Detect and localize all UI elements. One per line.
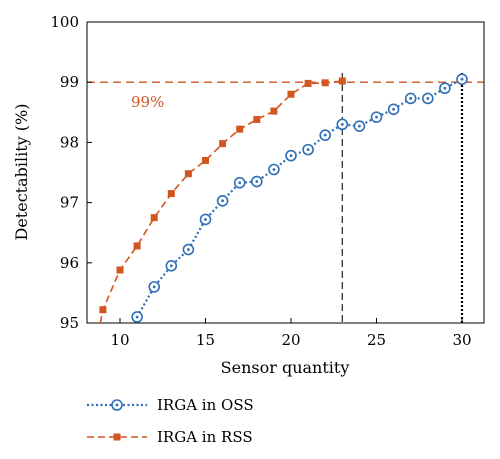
plot-area (86, 21, 485, 324)
legend-marker (113, 433, 121, 441)
x-tick-label: 25 (367, 331, 386, 349)
x-axis-label: Sensor quantity (221, 358, 350, 377)
data-point (404, 92, 417, 105)
series-line (99, 80, 343, 324)
data-point (304, 79, 312, 87)
data-point-center (204, 218, 207, 221)
data-point-center (340, 122, 344, 126)
data-point (233, 176, 246, 189)
legend-marker-center (115, 403, 119, 407)
series-irga-in-rss (99, 77, 346, 324)
legend-item: IRGA in OSS (87, 396, 254, 414)
data-point (370, 111, 383, 123)
series-irga-in-oss (131, 73, 468, 323)
data-point (184, 170, 192, 178)
x-tick-label: 30 (452, 331, 471, 349)
data-point (99, 306, 107, 314)
y-tick-label: 99 (60, 73, 79, 91)
data-point (268, 163, 280, 176)
data-point (199, 213, 212, 226)
data-point (421, 92, 434, 105)
data-point (338, 77, 346, 85)
data-point (456, 73, 468, 85)
data-point (285, 149, 297, 162)
data-point (270, 107, 278, 115)
y-axis-label: Detectability (%) (12, 104, 31, 241)
data-point-center (323, 133, 327, 137)
data-point-center (135, 315, 139, 319)
data-point-center (392, 107, 395, 111)
data-point-center (272, 168, 276, 171)
data-point-center (358, 124, 361, 128)
data-point (336, 118, 349, 131)
legend-item: IRGA in RSS (87, 428, 253, 446)
data-point-center (375, 115, 378, 119)
data-point-center (169, 264, 173, 268)
data-point-center (460, 77, 464, 81)
legend: IRGA in OSS IRGA in RSS (87, 396, 254, 446)
x-tick-label: 20 (281, 331, 300, 349)
data-point (150, 214, 158, 222)
y-tick-label: 98 (60, 133, 79, 151)
data-point-center (238, 181, 242, 185)
data-point-center (187, 248, 190, 251)
data-point (387, 103, 400, 116)
axis-ticks: 10 15 20 25 30 95 96 97 98 99 100 (50, 13, 471, 349)
data-point (253, 116, 261, 124)
data-point-center (152, 285, 156, 289)
data-point (250, 175, 263, 188)
data-point (216, 194, 229, 207)
data-point (182, 243, 195, 256)
data-point-center (426, 97, 430, 100)
data-point (219, 140, 227, 148)
series-layer (99, 73, 468, 324)
data-point (439, 82, 451, 95)
data-point (236, 125, 244, 133)
data-point-center (221, 199, 225, 203)
legend-label: IRGA in RSS (157, 428, 253, 446)
legend-label: IRGA in OSS (157, 396, 254, 414)
data-point-center (443, 86, 447, 90)
data-point (202, 156, 209, 164)
series-line (136, 78, 463, 318)
y-tick-label: 97 (60, 194, 79, 212)
data-point (302, 143, 314, 156)
data-point-center (255, 180, 259, 183)
data-point (319, 129, 332, 141)
data-point-center (306, 148, 310, 152)
y-tick-label: 100 (50, 13, 79, 31)
threshold-annotation: 99% (131, 93, 164, 111)
reference-lines (87, 73, 484, 323)
y-tick-label: 96 (60, 254, 79, 272)
data-point (131, 311, 143, 323)
data-point (133, 242, 141, 250)
data-point-center (289, 154, 293, 158)
data-point (321, 79, 329, 87)
data-point (148, 281, 160, 293)
data-point (167, 190, 175, 198)
x-tick-label: 10 (110, 331, 129, 349)
data-point (116, 266, 124, 274)
y-tick-label: 95 (60, 314, 79, 332)
data-point (165, 260, 178, 272)
data-point (353, 120, 366, 132)
data-point (287, 90, 295, 98)
x-tick-label: 15 (196, 331, 215, 349)
data-point-center (409, 97, 413, 100)
